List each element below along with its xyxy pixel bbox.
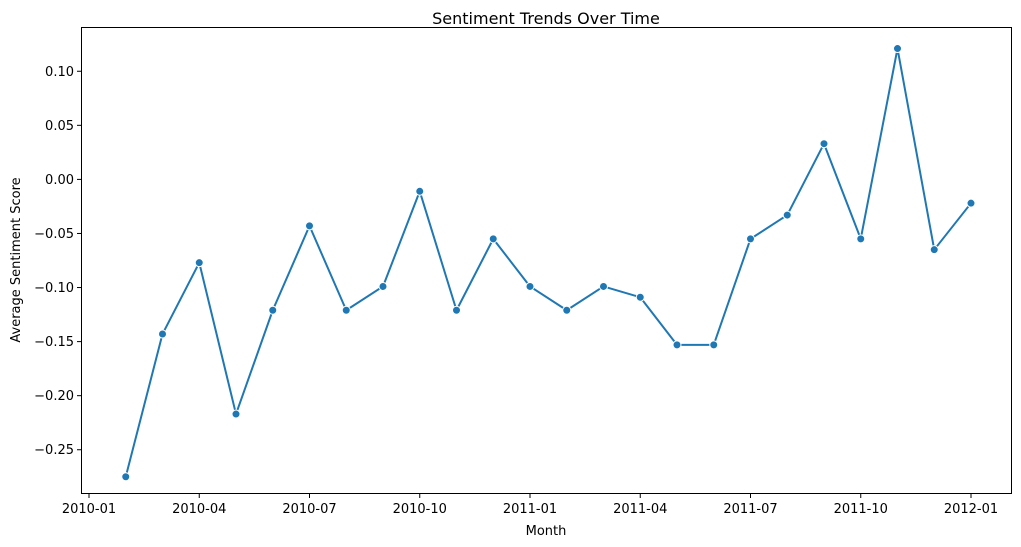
data-point [782,210,792,220]
plot-area [81,27,1012,494]
data-point [121,472,131,482]
x-tick-label: 2010-10 [393,502,447,517]
x-tick-label: 2011-04 [613,502,667,517]
x-tick-label: 2011-07 [723,502,777,517]
series-line [124,47,972,478]
data-point [562,305,572,315]
chart-title: Sentiment Trends Over Time [432,9,660,28]
x-tick-label: 2011-01 [503,502,557,517]
data-point [231,409,241,419]
data-point [378,281,388,291]
x-axis: 2010-01 2010-04 2010-07 2010-10 2011-01 2011-… [62,493,998,517]
data-point [158,329,167,339]
x-tick-label: 2011-10 [834,502,888,517]
data-point [966,198,976,208]
data-point [929,245,939,255]
data-point [672,340,682,350]
y-tick-label: 0.00 [45,173,74,188]
data-point [893,44,902,54]
x-axis-label: Month [526,524,567,539]
y-tick-label: −0.15 [34,335,74,350]
plot-frame [81,27,1012,494]
data-point [525,281,535,291]
data-point [194,258,204,268]
x-tick-label: 2012-01 [944,502,998,517]
data-point [415,186,425,196]
data-point [452,305,461,315]
y-tick-label: −0.25 [34,443,74,458]
data-point [341,305,351,315]
data-point [746,234,755,244]
data-point [599,281,608,291]
y-axis: −0.25 −0.20 −0.15 −0.10 −0.05 0.00 0.05 0.10 [34,65,82,458]
y-tick-label: −0.20 [34,389,74,404]
data-point [819,139,829,149]
y-tick-label: −0.10 [34,281,74,296]
y-tick-label: 0.05 [45,119,74,134]
y-tick-label: −0.05 [34,227,74,242]
x-tick-label: 2010-07 [282,502,336,517]
x-tick-label: 2010-01 [62,502,116,517]
series-group [121,44,976,482]
data-point [709,340,719,350]
data-point [635,292,645,302]
y-tick-label: 0.10 [45,65,74,80]
data-point [305,221,314,231]
y-axis-label: Average Sentiment Score [9,177,24,342]
data-point [856,234,866,244]
x-tick-label: 2010-04 [172,502,226,517]
data-point [268,305,278,315]
data-point [488,234,498,244]
